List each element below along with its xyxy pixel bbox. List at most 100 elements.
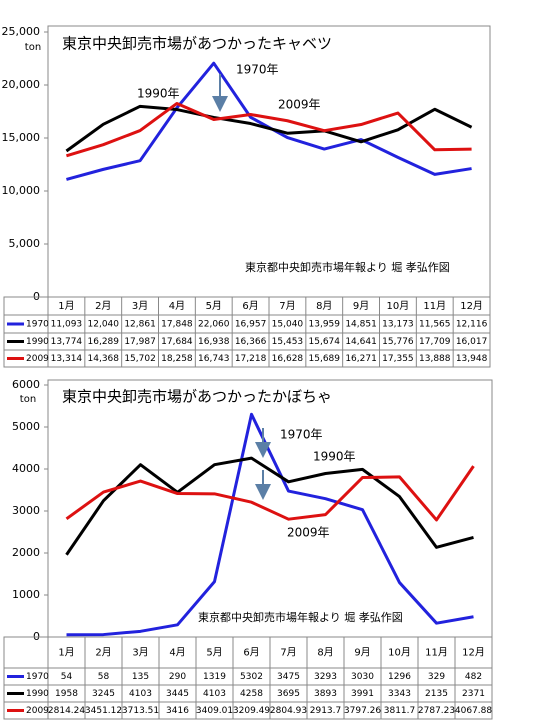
x-tick-label: 2月 — [95, 647, 111, 659]
table-cell: 16,743 — [198, 354, 230, 364]
x-tick-label: 9月 — [354, 647, 370, 659]
table-cell: 3475 — [277, 672, 300, 682]
x-tick-label: 1月 — [58, 300, 74, 312]
y-tick-label: 1000 — [12, 588, 40, 601]
table-cell: 17,684 — [161, 337, 193, 347]
table-cell: 17,987 — [124, 337, 156, 347]
x-tick-label: 12月 — [460, 300, 483, 312]
x-tick-label: 11月 — [425, 647, 448, 659]
table-cell: 13,959 — [309, 320, 341, 330]
y-tick-label: 2000 — [12, 546, 40, 559]
chart-title: 東京中央卸売市場があつかったキャベツ — [62, 35, 332, 53]
y-unit: ton — [25, 42, 41, 53]
annotation: 2009年 — [287, 526, 330, 540]
annotation: 1970年 — [280, 428, 323, 442]
x-tick-label: 3月 — [132, 300, 148, 312]
y-tick-label: 5000 — [12, 420, 40, 433]
y-tick-label: 15,000 — [2, 131, 41, 144]
table-cell: 58 — [98, 672, 110, 682]
x-tick-label: 6月 — [243, 647, 259, 659]
table-cell: 5302 — [240, 672, 263, 682]
table-cell: 3451.12 — [85, 706, 122, 716]
table-cell: 3245 — [92, 689, 115, 699]
table-cell: 3409.01 — [196, 706, 233, 716]
x-tick-label: 4月 — [169, 300, 185, 312]
table-cell: 3811.7 — [384, 706, 416, 716]
legend-label: 1970 — [26, 320, 49, 330]
table-cell: 2804.93 — [270, 706, 307, 716]
y-tick-label: 10,000 — [2, 184, 41, 197]
table-cell: 17,709 — [419, 337, 451, 347]
legend-label: 2009 — [26, 354, 49, 364]
table-cell: 15,453 — [272, 337, 304, 347]
y-tick-label: 3000 — [12, 504, 40, 517]
table-cell: 3293 — [314, 672, 337, 682]
x-tick-label: 10月 — [388, 647, 411, 659]
table-cell: 3991 — [351, 689, 374, 699]
table-cell: 22,060 — [198, 320, 230, 330]
x-tick-label: 5月 — [206, 647, 222, 659]
x-tick-label: 6月 — [242, 300, 258, 312]
y-tick-label: 5,000 — [9, 237, 41, 250]
table-cell: 13,173 — [382, 320, 414, 330]
table-cell: 2814.24 — [48, 706, 85, 716]
table-cell: 16,017 — [456, 337, 488, 347]
x-tick-label: 4月 — [169, 647, 185, 659]
table-cell: 3713.51 — [122, 706, 159, 716]
x-tick-label: 8月 — [317, 647, 333, 659]
table-cell: 16,938 — [198, 337, 230, 347]
x-tick-label: 1月 — [58, 647, 74, 659]
table-cell: 3695 — [277, 689, 300, 699]
series-line — [65, 456, 474, 556]
series-line — [65, 104, 473, 153]
table-cell: 16,957 — [235, 320, 267, 330]
x-tick-label: 11月 — [423, 300, 446, 312]
table-cell: 14,851 — [345, 320, 377, 330]
table-cell: 11,093 — [51, 320, 83, 330]
table-cell: 16,366 — [235, 337, 267, 347]
series-line — [65, 101, 472, 158]
table-cell: 54 — [61, 672, 73, 682]
table-cell: 16,289 — [88, 337, 120, 347]
annotation: 1970年 — [236, 63, 279, 77]
table-cell: 2135 — [425, 689, 448, 699]
table-cell: 3343 — [388, 689, 411, 699]
annotation: 1990年 — [137, 87, 180, 101]
table-cell: 17,355 — [382, 354, 414, 364]
table-cell: 16,628 — [272, 354, 304, 364]
table-cell: 290 — [169, 672, 186, 682]
x-tick-label: 7月 — [280, 647, 296, 659]
series-line — [66, 412, 474, 637]
y-unit: ton — [20, 394, 36, 405]
table-cell: 15,674 — [309, 337, 341, 347]
table-cell: 12,861 — [124, 320, 156, 330]
annotation: 東京都中央卸売市場年報より 堀 孝弘作図 — [245, 260, 450, 274]
table-cell: 15,040 — [272, 320, 304, 330]
x-tick-label: 12月 — [462, 647, 485, 659]
table-cell: 4103 — [129, 689, 152, 699]
table-frame — [3, 296, 491, 368]
legend-label: 1990 — [26, 689, 49, 699]
table-cell: 13,948 — [456, 354, 488, 364]
table-cell: 3209.49 — [233, 706, 270, 716]
table-cell: 11,565 — [419, 320, 451, 330]
table-cell: 14,368 — [88, 354, 120, 364]
table-cell: 15,776 — [382, 337, 414, 347]
table-cell: 3416 — [166, 706, 189, 716]
table-cell: 1958 — [55, 689, 78, 699]
table-cell: 482 — [465, 672, 482, 682]
table-cell: 3797.26 — [344, 706, 381, 716]
x-tick-label: 3月 — [132, 647, 148, 659]
table-cell: 18,258 — [161, 354, 193, 364]
table-cell: 2371 — [462, 689, 485, 699]
table-cell: 16,271 — [345, 354, 377, 364]
y-tick-label: 4000 — [12, 462, 40, 475]
table-cell: 12,116 — [456, 320, 488, 330]
table-cell: 2913.7 — [310, 706, 342, 716]
legend-label: 1990 — [26, 337, 49, 347]
legend-label: 2009 — [26, 706, 49, 716]
table-cell: 17,848 — [161, 320, 193, 330]
table-cell: 3893 — [314, 689, 337, 699]
table-cell: 1319 — [203, 672, 226, 682]
